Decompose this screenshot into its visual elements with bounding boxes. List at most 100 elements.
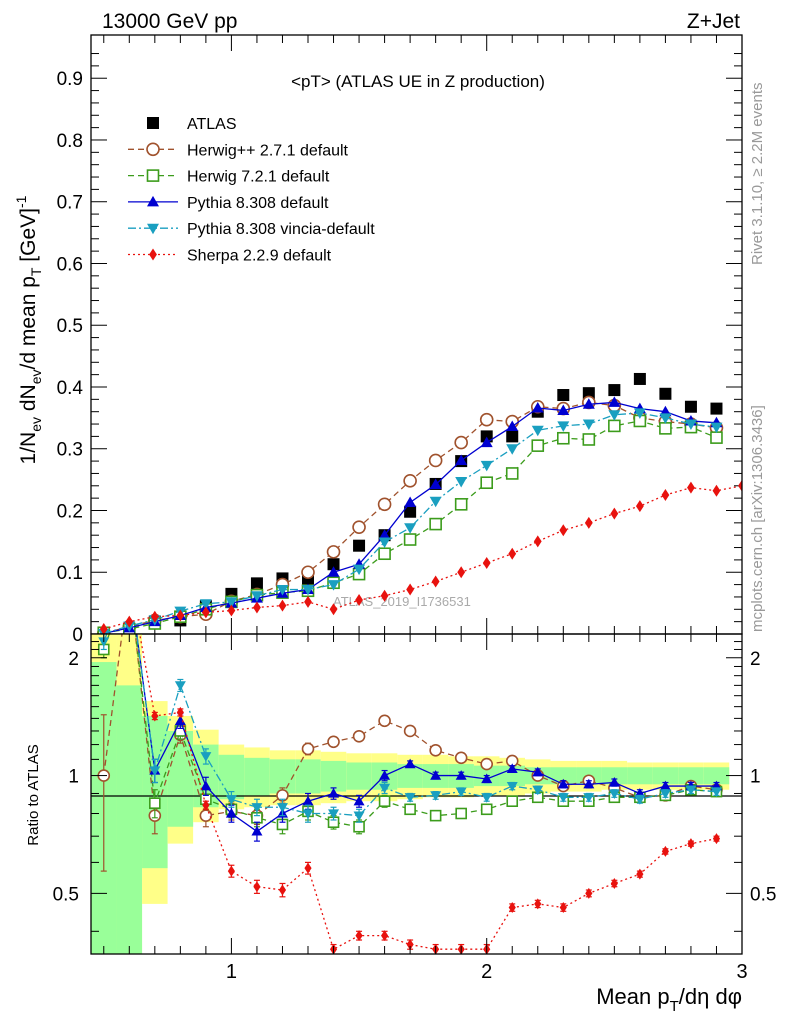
x-tick-label: 1	[226, 961, 237, 983]
ratio-point	[378, 795, 391, 808]
data-point	[150, 610, 159, 623]
ratio-point	[149, 766, 161, 777]
x-axis-label: Mean pT/dη dφ	[596, 984, 742, 1015]
data-point	[533, 535, 542, 548]
stat-uncertainty-band	[244, 757, 270, 796]
data-point	[429, 496, 442, 508]
main-plot-panel: 0 0.1 0.2 0.3 0.4 0.5 0.6 0.7 0.8 0.9 ATLAS_2019_…	[57, 34, 743, 646]
data-point	[404, 505, 417, 518]
ratio-point	[685, 785, 697, 796]
ratio-point	[429, 809, 442, 822]
ratio-point	[149, 797, 161, 809]
ratio-point	[253, 881, 261, 893]
data-point	[557, 404, 570, 415]
y-tick-label: 0.1	[57, 563, 83, 584]
data-point	[480, 436, 493, 448]
data-point	[684, 419, 697, 431]
data-point	[633, 372, 646, 385]
ratio-point	[481, 773, 493, 784]
data-point	[584, 516, 593, 529]
ratio-point	[225, 807, 237, 818]
ratio-point	[532, 766, 544, 777]
ratio-point	[406, 939, 414, 951]
data-point	[378, 537, 391, 548]
data-point	[455, 454, 468, 465]
ratio-point	[378, 714, 391, 728]
ratio-y-axis-label: Ratio to ATLAS	[25, 744, 42, 845]
ratio-point	[608, 777, 620, 787]
data-point	[582, 398, 595, 409]
y-tick-label: 0.3	[57, 440, 83, 461]
data-point	[302, 585, 314, 596]
data-point	[327, 558, 340, 571]
data-point	[326, 545, 341, 559]
data-point	[353, 564, 366, 576]
ratio-point	[506, 763, 518, 774]
ratio-point	[585, 887, 593, 899]
stat-uncertainty-band	[346, 762, 372, 790]
data-point	[404, 496, 417, 507]
main-plot-series	[96, 372, 742, 634]
mcplots-reference-label: mcplots.cern.ch [arXiv:1306.3436]	[749, 405, 766, 632]
ratio-point	[634, 795, 646, 805]
data-point	[199, 599, 212, 610]
stat-uncertainty-band	[167, 730, 194, 827]
data-point	[738, 479, 742, 492]
ratio-y-tick-label-left: 2	[68, 649, 79, 670]
y-tick-label: 0.2	[57, 501, 83, 522]
ratio-point	[557, 778, 569, 789]
data-point	[608, 419, 621, 433]
data-point	[659, 387, 672, 400]
stat-uncertainty-band	[320, 760, 347, 792]
ratio-plot-panel: 0.5 0.5 1 1 2 2 1 2 3	[53, 633, 776, 983]
ratio-point	[687, 838, 695, 850]
ratio-point	[174, 681, 186, 691]
data-point	[531, 401, 544, 413]
stat-uncertainty-band	[397, 764, 423, 788]
ratio-point	[557, 793, 569, 803]
legend-marker	[147, 223, 159, 235]
data-point	[508, 547, 517, 560]
data-point	[506, 430, 519, 443]
data-point	[582, 387, 595, 400]
ratio-point	[455, 770, 467, 780]
data-point	[608, 384, 621, 397]
data-point	[482, 556, 491, 569]
data-point	[559, 524, 568, 537]
stat-uncertainty-band	[627, 767, 653, 785]
data-point	[557, 421, 570, 432]
ratio-point	[278, 884, 287, 896]
data-point	[505, 467, 519, 480]
ratio-point	[251, 825, 263, 836]
main-plot-ticks: 0 0.1 0.2 0.3 0.4 0.5 0.6 0.7 0.8 0.9	[57, 35, 743, 646]
data-point	[406, 583, 415, 596]
ratio-point	[659, 789, 671, 799]
data-point	[176, 609, 185, 622]
legend-label: Pythia 8.308 default	[187, 195, 329, 212]
data-point	[378, 529, 391, 540]
data-point	[329, 603, 338, 616]
y-tick-label: 0.6	[57, 254, 83, 275]
ratio-point	[430, 791, 442, 801]
data-point	[531, 439, 545, 452]
ratio-point	[174, 715, 186, 725]
data-point	[276, 585, 289, 596]
data-point	[610, 507, 619, 520]
data-point	[633, 408, 646, 419]
data-point	[557, 389, 570, 402]
legend-label: Sherpa 2.2.9 default	[187, 248, 332, 265]
data-point	[659, 422, 672, 435]
data-point	[480, 476, 494, 490]
data-point	[253, 601, 261, 614]
legend-marker	[147, 195, 159, 207]
ratio-point	[559, 902, 567, 914]
data-point	[125, 615, 134, 628]
ratio-point	[227, 865, 235, 877]
ratio-point	[712, 833, 721, 845]
ratio-point	[328, 809, 340, 819]
svg-text:1/Nev dNev/d mean pT [GeV]-1: 1/Nev dNev/d mean pT [GeV]-1	[13, 195, 44, 464]
ratio-point	[455, 787, 467, 798]
legend-marker	[146, 169, 160, 182]
ratio-point	[302, 795, 314, 806]
